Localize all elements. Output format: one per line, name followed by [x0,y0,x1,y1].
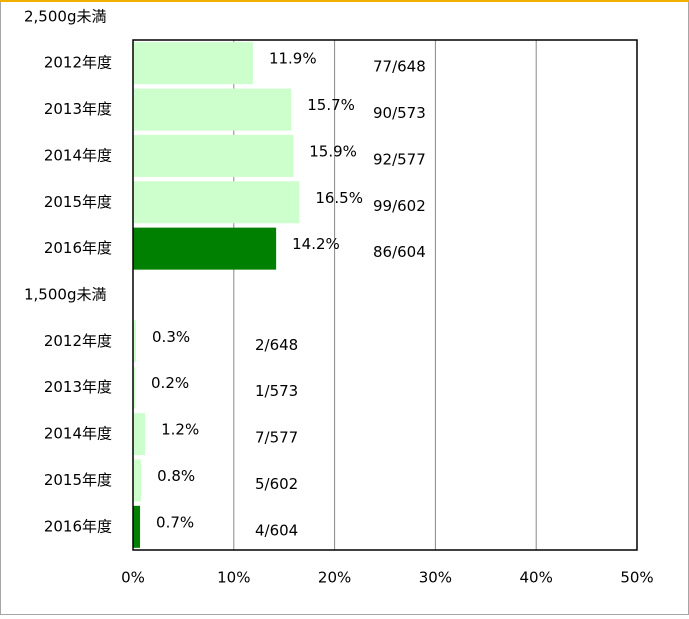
x-tick-label: 0% [121,569,145,587]
value-label: 0.3% [152,328,190,346]
bar [133,459,142,502]
value-label: 0.2% [151,374,189,392]
value-label: 0.7% [156,513,194,531]
ratio-label: 2/648 [255,336,298,354]
bar [133,505,141,548]
bar [133,366,136,409]
bar [133,181,300,224]
x-tick-label: 50% [620,569,653,587]
y-tick-label: 1,500g未満 [24,286,106,304]
bar [133,134,294,177]
value-label: 15.9% [309,142,357,160]
y-tick-label: 2013年度 [44,378,112,396]
ratio-label: 5/602 [255,475,298,493]
value-label: 15.7% [307,96,355,114]
y-tick-label: 2016年度 [44,517,112,535]
value-label: 1.2% [161,421,199,439]
ratio-label: 77/648 [373,58,426,76]
x-tick-label: 40% [520,569,553,587]
y-tick-label: 2014年度 [44,146,112,164]
ratio-label: 99/602 [373,197,426,215]
y-tick-label: 2014年度 [44,425,112,443]
x-tick-label: 30% [419,569,452,587]
value-label: 14.2% [292,235,340,253]
y-tick-label: 2012年度 [44,332,112,350]
y-tick-label: 2012年度 [44,54,112,72]
y-tick-label: 2013年度 [44,100,112,118]
ratio-label: 92/577 [373,150,426,168]
y-tick-label: 2015年度 [44,471,112,489]
value-label: 0.8% [157,467,195,485]
bar [133,42,253,85]
y-tick-label: 2,500g未満 [24,7,106,25]
ratio-label: 4/604 [255,521,298,539]
bar [133,413,146,456]
bar [133,88,292,131]
ratio-label: 7/577 [255,429,298,447]
ratio-label: 86/604 [373,243,426,261]
value-label: 11.9% [269,50,317,68]
ratio-label: 90/573 [373,104,426,122]
y-tick-label: 2016年度 [44,239,112,257]
y-tick-label: 2015年度 [44,193,112,211]
x-tick-label: 10% [217,569,250,587]
x-tick-label: 20% [318,569,351,587]
value-label: 16.5% [315,189,363,207]
bar [133,227,277,270]
bar [133,320,137,363]
plot-border [132,39,638,551]
ratio-label: 1/573 [255,382,298,400]
